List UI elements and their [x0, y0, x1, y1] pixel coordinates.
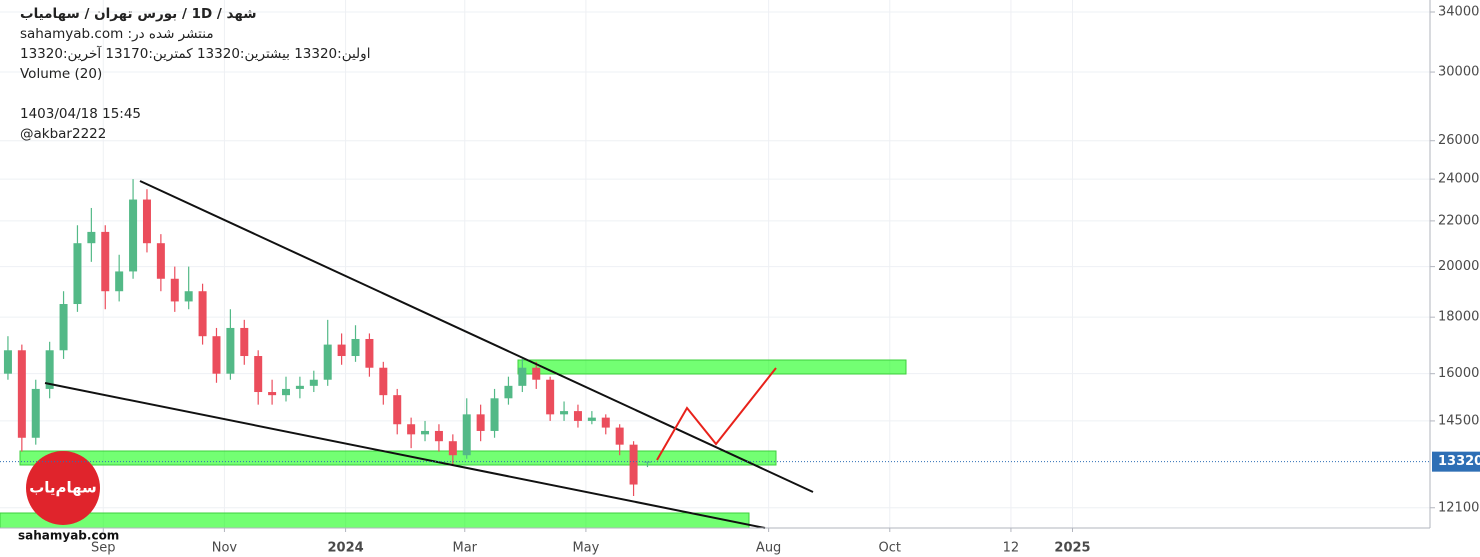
author: @akbar2222 — [20, 126, 107, 142]
y-tick-label: 24000 — [1438, 172, 1479, 187]
candle-body — [142, 199, 151, 244]
ohlc-line: اولین:13320 بیشترین:13320 کمترین:13170 آ… — [20, 46, 371, 62]
drawings — [0, 359, 907, 529]
candle-body — [587, 417, 596, 421]
candle-body — [407, 424, 416, 435]
trend-line — [139, 180, 814, 493]
candle-body — [31, 388, 40, 438]
candle-body — [156, 243, 165, 279]
candle-body — [560, 411, 569, 415]
candle-body — [546, 379, 555, 415]
trend-line — [44, 382, 766, 529]
y-tick-label: 30000 — [1438, 65, 1479, 80]
candle-body — [129, 199, 138, 272]
candle-body — [643, 461, 652, 463]
forecast-path — [656, 367, 777, 461]
symbol-line: شهد / 1D / بورس تهران / سهامیاب — [20, 6, 257, 22]
trend-lines — [44, 180, 814, 529]
y-tick-label: 20000 — [1438, 259, 1479, 274]
candle-body — [490, 398, 499, 431]
candle-body — [323, 344, 332, 380]
candle-body — [615, 427, 624, 445]
candle-body — [115, 271, 124, 292]
last-price-label: 13320 — [1438, 454, 1480, 469]
candle-body — [504, 385, 513, 399]
watermark: sahamyab.com — [18, 529, 119, 543]
zone-box — [517, 359, 907, 375]
y-tick-label: 16000 — [1438, 366, 1479, 381]
candle-body — [254, 356, 263, 393]
last-price-box — [1432, 451, 1480, 472]
candle-body — [295, 385, 304, 389]
candle-body — [518, 367, 527, 386]
candle-body — [629, 444, 638, 485]
x-tick-label: Oct — [879, 541, 901, 556]
datetime: 1403/04/18 15:45 — [20, 106, 142, 122]
y-tick-label: 22000 — [1438, 213, 1479, 228]
candle-body — [379, 367, 388, 396]
y-tick-label: 14500 — [1438, 413, 1479, 428]
candle-body — [59, 304, 68, 351]
candle-body — [337, 344, 346, 357]
y-tick-label: 26000 — [1438, 133, 1479, 148]
candle-body — [184, 291, 193, 302]
candle-body — [421, 430, 430, 435]
candle-body — [462, 414, 471, 456]
x-tick-label: 12 — [1003, 541, 1020, 556]
y-tick-label: 12100 — [1438, 500, 1479, 515]
logo-text: سهام‌یاب — [29, 479, 97, 497]
y-tick-label: 34000 — [1438, 4, 1479, 19]
candle-body — [73, 243, 82, 305]
candle-body — [532, 367, 541, 380]
candle-body — [212, 336, 221, 374]
candle-body — [434, 430, 443, 442]
candle-body — [573, 411, 582, 421]
x-tick-label: 2024 — [327, 541, 363, 556]
x-tick-label: Mar — [452, 541, 477, 556]
candle-body — [17, 350, 26, 438]
candle-body — [101, 231, 110, 292]
candle-body — [393, 395, 402, 425]
candle-body — [198, 291, 207, 337]
candle-body — [268, 392, 277, 396]
candle-body — [45, 350, 54, 389]
published: منتشر شده در: sahamyab.com — [20, 26, 214, 42]
candle-body — [476, 414, 485, 431]
logo — [26, 451, 100, 525]
candle-body — [226, 327, 235, 374]
candle-body — [365, 338, 374, 368]
zone-box — [19, 450, 777, 466]
x-tick-label: Aug — [756, 541, 781, 556]
x-tick-label: 2025 — [1054, 541, 1090, 556]
candle-body — [240, 327, 249, 357]
candle-body — [448, 441, 457, 456]
y-tick-label: 18000 — [1438, 310, 1479, 325]
candle-body — [282, 388, 290, 396]
x-tick-label: Nov — [212, 541, 238, 556]
volume: Volume (20) — [20, 66, 103, 82]
zone-box — [0, 512, 750, 529]
candle-body — [351, 338, 360, 357]
candle-body — [3, 350, 12, 374]
x-tick-label: May — [572, 541, 599, 556]
candle-body — [309, 379, 318, 386]
candle-body — [170, 278, 179, 302]
x-tick-label: Sep — [91, 541, 116, 556]
candle-body — [601, 417, 610, 428]
candle-body — [87, 231, 96, 244]
